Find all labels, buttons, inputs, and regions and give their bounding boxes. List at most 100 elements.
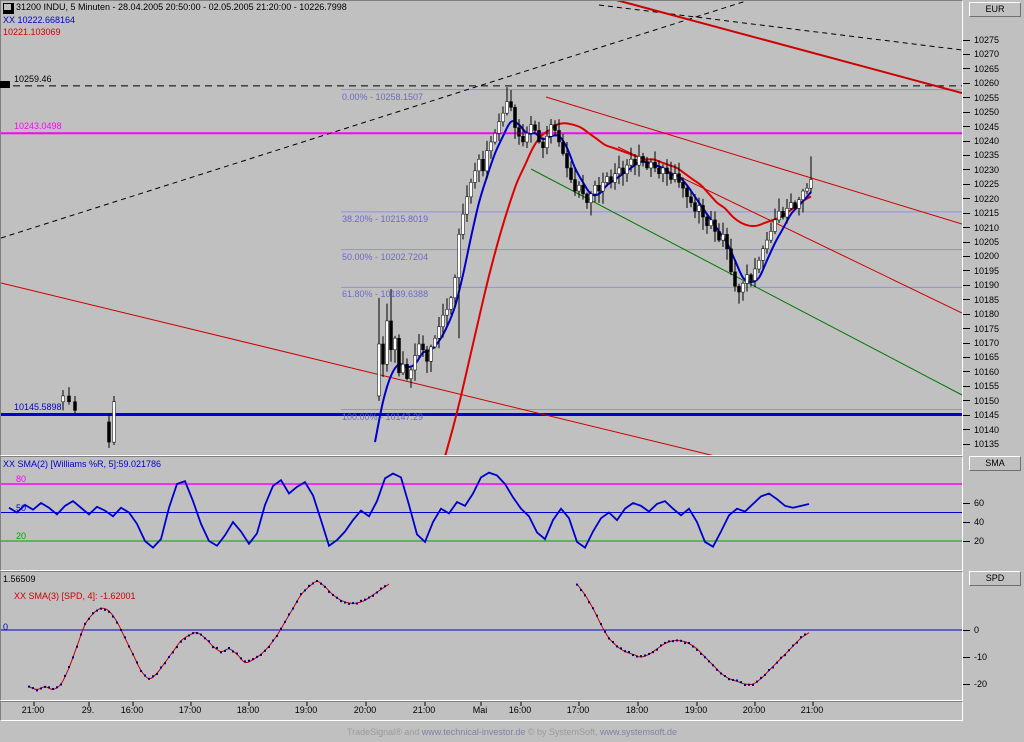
- axis-tick-mark: [963, 414, 970, 416]
- fib-label: 0.00% - 10258.1507: [342, 91, 424, 102]
- price-axis-label-text: 10225: [974, 179, 1000, 190]
- price-axis-label: 10245: [963, 122, 999, 132]
- footer-link-systemsoft[interactable]: www.systemsoft.de: [600, 727, 678, 737]
- footer-text: © by SystemSoft,: [525, 727, 601, 737]
- spd-panel[interactable]: [0, 571, 963, 701]
- price-axis-label-text: 10150: [974, 395, 1000, 406]
- line-anchor-handle[interactable]: [0, 81, 10, 88]
- price-axis-label-text: 10265: [974, 63, 1000, 74]
- price-axis-label: 10205: [963, 237, 999, 247]
- price-axis-label: 10215: [963, 208, 999, 218]
- fib-label: 50.00% - 10202.7204: [342, 251, 429, 262]
- williams-r-canvas[interactable]: [1, 457, 962, 570]
- price-axis-label-text: 10180: [974, 309, 1000, 320]
- price-axis-label: 10140: [963, 425, 999, 435]
- price-axis-label: 10190: [963, 280, 999, 290]
- time-axis-label: 18:00: [236, 705, 260, 715]
- wr-level-label: 80: [16, 474, 27, 484]
- wr-level-label: 50: [16, 502, 27, 513]
- axis-tick-mark: [963, 126, 970, 128]
- axis-tick-mark: [963, 683, 970, 685]
- axis-tick-mark: [963, 521, 970, 523]
- axis-tick-mark: [963, 241, 970, 243]
- time-axis-label: 16:00: [120, 705, 144, 715]
- time-axis-label: 21:00: [412, 705, 436, 715]
- price-axis-label-text: 10170: [974, 338, 1000, 348]
- spd-axis-button[interactable]: SPD: [969, 571, 1021, 586]
- price-chart-canvas[interactable]: [1, 1, 962, 455]
- price-axis-label-text: 10160: [974, 366, 1000, 377]
- price-axis-label-text: 10245: [974, 121, 1000, 132]
- axis-tick-mark: [963, 656, 970, 658]
- time-axis-label: 17:00: [566, 705, 590, 715]
- price-axis-label: 10200: [963, 251, 999, 261]
- axis-tick-mark: [963, 502, 970, 504]
- currency-axis-button[interactable]: EUR: [969, 2, 1021, 17]
- price-axis-label-text: 10275: [974, 35, 1000, 45]
- price-axis-label-text: 10135: [974, 439, 1000, 449]
- time-axis-label: 29.: [81, 705, 95, 715]
- time-axis-label: 19:00: [294, 705, 318, 715]
- axis-tick-mark: [963, 212, 970, 214]
- price-axis-label-text: 10240: [974, 136, 1000, 146]
- hline-magenta-label: 10243.0498: [14, 121, 62, 131]
- axis-tick-mark: [963, 540, 970, 542]
- axis-tick-mark: [963, 284, 970, 286]
- price-axis-label-text: 10190: [974, 280, 1000, 291]
- ma-slow-value: 10221.103069: [3, 27, 61, 37]
- price-axis-label: 10250: [963, 107, 999, 117]
- price-axis-label-text: 10205: [974, 237, 1000, 247]
- spd-canvas[interactable]: [1, 572, 962, 700]
- williams-r-panel[interactable]: [0, 456, 963, 571]
- axis-tick-mark: [963, 385, 970, 387]
- axis-tick-mark: [963, 356, 970, 358]
- price-axis-label-text: 10200: [974, 251, 1000, 262]
- time-axis-label: 19:00: [684, 705, 708, 715]
- spd-current-value: 1.56509: [3, 574, 36, 584]
- time-axis-ticks: [33, 702, 814, 706]
- price-axis-label: 10145: [963, 410, 999, 420]
- price-axis-label-text: 10165: [974, 352, 1000, 363]
- chart-window-icon: [3, 3, 14, 14]
- price-axis-label: 10165: [963, 352, 999, 362]
- price-axis-label-text: 10145: [974, 410, 1000, 421]
- axis-tick-mark: [963, 629, 970, 631]
- price-axis-label-text: 10215: [974, 208, 1000, 219]
- time-axis-label: 18:00: [625, 705, 649, 715]
- price-axis-label-text: 10140: [974, 424, 1000, 435]
- spd-axis-label: -10: [963, 652, 987, 662]
- wr-level-label: 20: [16, 531, 27, 541]
- footer-link-technical-investor[interactable]: www.technical-investor.de: [421, 727, 526, 737]
- axis-tick-mark: [963, 183, 970, 185]
- spd-zero-label: 0: [3, 622, 9, 632]
- axis-tick-mark: [963, 313, 970, 315]
- williams-r-header: XX SMA(2) [Williams %R, 5]:59.021786: [3, 459, 162, 469]
- williams-axis-label-text: 40: [974, 517, 985, 527]
- sma-axis-button[interactable]: SMA: [969, 456, 1021, 471]
- spd-axis-label-text: -20: [974, 679, 988, 689]
- axis-tick-mark: [963, 53, 970, 55]
- price-axis-label: 10255: [963, 93, 999, 103]
- axis-tick-mark: [963, 169, 970, 171]
- spd-header: XX SMA(3) [SPD, 4]: -1.62001: [14, 591, 136, 601]
- price-axis-label-text: 10220: [974, 193, 1000, 204]
- axis-tick-mark: [963, 342, 970, 344]
- footer-text: TradeSignal® and: [346, 727, 422, 737]
- price-axis-label: 10260: [963, 78, 999, 88]
- price-axis-label: 10225: [963, 179, 999, 189]
- axis-tick-mark: [963, 68, 970, 70]
- price-axis-label-text: 10235: [974, 150, 1000, 161]
- axis-tick-mark: [963, 154, 970, 156]
- williams-axis-label: 20: [963, 536, 984, 546]
- axis-tick-mark: [963, 371, 970, 373]
- axis-tick-mark: [963, 328, 970, 330]
- price-axis-label: 10230: [963, 165, 999, 175]
- time-axis-label: 16:00: [508, 705, 532, 715]
- price-axis-label: 10185: [963, 295, 999, 305]
- axis-tick-mark: [963, 198, 970, 200]
- price-axis-label: 10210: [963, 223, 999, 233]
- price-panel[interactable]: [0, 0, 963, 456]
- axis-tick-mark: [963, 140, 970, 142]
- hline-support-label: 10145.5898: [14, 402, 62, 412]
- price-axis-label: 10155: [963, 381, 999, 391]
